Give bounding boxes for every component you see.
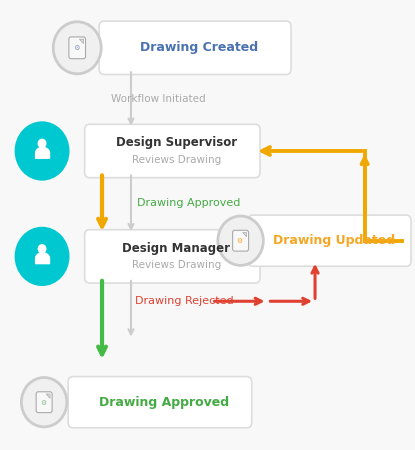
Text: Reviews Drawing: Reviews Drawing: [132, 155, 221, 165]
FancyBboxPatch shape: [36, 392, 52, 413]
FancyBboxPatch shape: [69, 37, 85, 58]
Text: ⚙: ⚙: [237, 238, 243, 244]
Text: Drawing Approved: Drawing Approved: [99, 396, 229, 409]
Text: ⚙: ⚙: [73, 45, 80, 51]
FancyBboxPatch shape: [85, 230, 260, 283]
Circle shape: [38, 139, 46, 148]
Circle shape: [38, 244, 46, 254]
FancyBboxPatch shape: [85, 124, 260, 178]
Text: Drawing Approved: Drawing Approved: [137, 198, 241, 208]
FancyBboxPatch shape: [232, 230, 249, 251]
Polygon shape: [46, 394, 50, 398]
FancyBboxPatch shape: [68, 377, 252, 428]
Circle shape: [16, 228, 68, 285]
Text: Design Manager: Design Manager: [122, 242, 230, 255]
Text: Drawing Created: Drawing Created: [140, 41, 258, 54]
Circle shape: [22, 378, 67, 427]
Text: Drawing Updated: Drawing Updated: [273, 234, 395, 247]
Text: Reviews Drawing: Reviews Drawing: [132, 261, 221, 270]
Text: ⚙: ⚙: [40, 400, 46, 405]
Text: Design Supervisor: Design Supervisor: [116, 136, 237, 149]
FancyBboxPatch shape: [99, 21, 291, 75]
Polygon shape: [79, 39, 83, 44]
Circle shape: [218, 216, 264, 266]
Polygon shape: [243, 233, 247, 237]
Text: Workflow Initiated: Workflow Initiated: [110, 94, 205, 104]
Text: Drawing Rejected: Drawing Rejected: [135, 296, 234, 306]
Circle shape: [53, 22, 101, 74]
FancyBboxPatch shape: [248, 215, 411, 266]
Circle shape: [16, 123, 68, 179]
